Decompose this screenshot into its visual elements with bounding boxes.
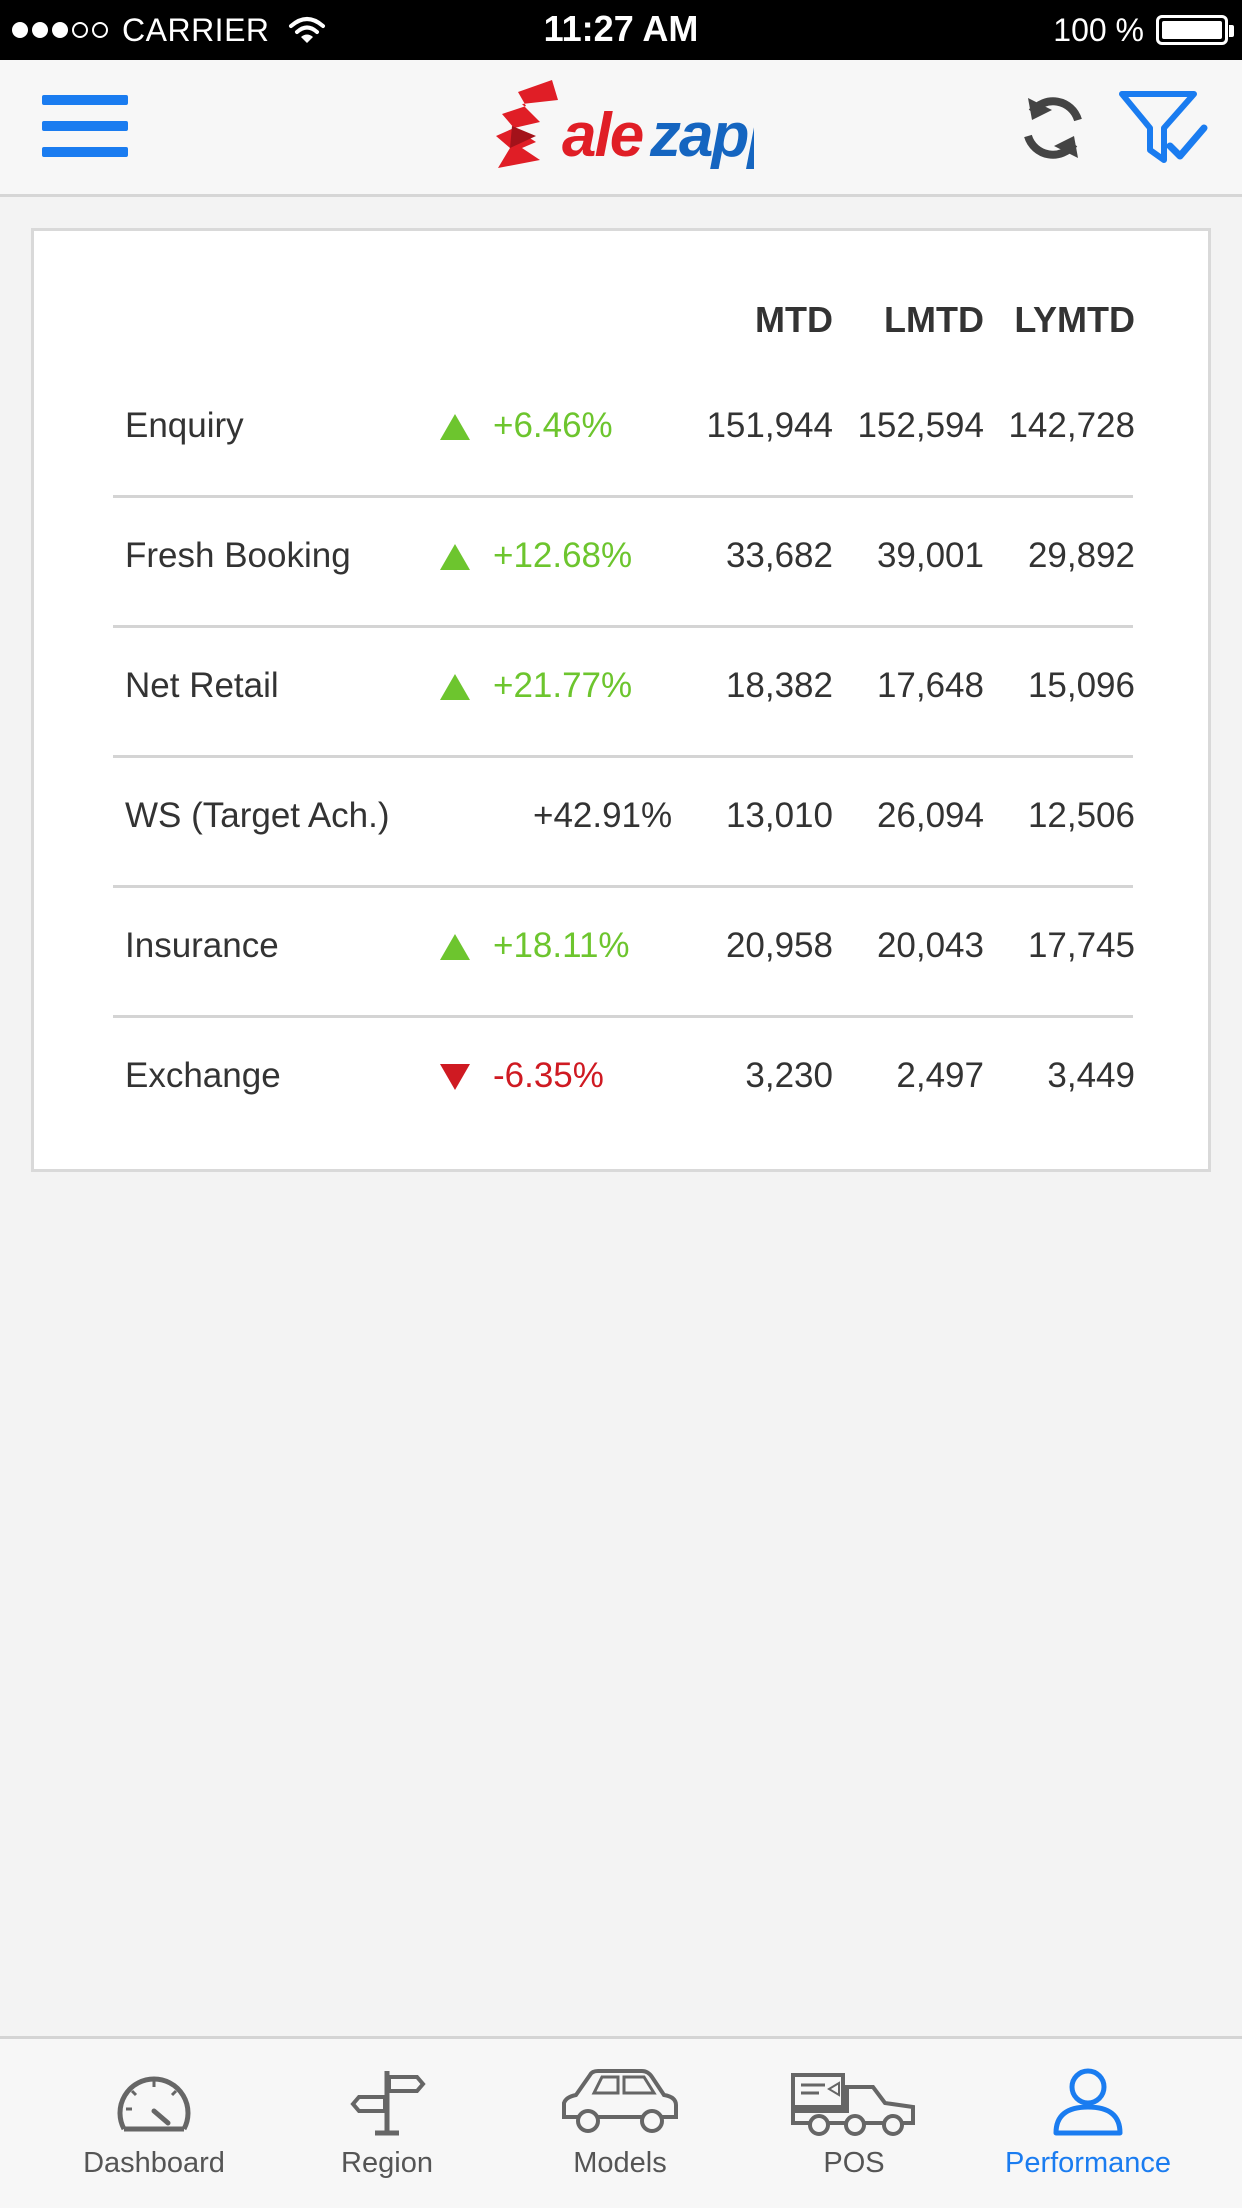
change-percent: +21.77% <box>493 666 633 705</box>
lmtd-value: 20,043 <box>876 926 984 965</box>
battery-percent: 100 % <box>1053 11 1144 48</box>
column-header-mtd: MTD <box>755 299 833 340</box>
lymtd-value: 142,728 <box>1008 406 1135 445</box>
tab-label: Models <box>573 2147 667 2179</box>
table-row: Fresh Booking +12.68% 33,682 39,001 29,8… <box>113 498 1135 628</box>
signpost-icon <box>350 2071 426 2136</box>
tab-label: Dashboard <box>83 2147 225 2179</box>
change-percent: +12.68% <box>493 536 633 575</box>
speedometer-icon <box>117 2076 191 2132</box>
tab-performance[interactable]: Performance <box>972 2039 1204 2208</box>
mtd-value: 33,682 <box>725 536 833 575</box>
change-percent: +42.91% <box>533 796 673 835</box>
tab-pos[interactable]: POS <box>738 2039 970 2208</box>
bottom-tab-bar: Dashboard Region Models POS <box>0 2036 1242 2208</box>
mtd-value: 3,230 <box>745 1056 833 1095</box>
tab-region[interactable]: Region <box>271 2039 503 2208</box>
row-label: Net Retail <box>125 666 279 705</box>
lymtd-value: 29,892 <box>1027 536 1135 575</box>
row-label: WS (Target Ach.) <box>125 796 390 835</box>
lymtd-value: 17,745 <box>1027 926 1135 965</box>
app-header: ale zapp <box>0 60 1242 197</box>
status-bar-left: CARRIER <box>12 10 326 50</box>
lymtd-value: 3,449 <box>1047 1056 1135 1095</box>
mtd-value: 13,010 <box>725 796 833 835</box>
status-bar: CARRIER 11:27 AM 100 % <box>0 0 1242 60</box>
svg-text:zapp: zapp <box>649 101 754 170</box>
lymtd-value: 15,096 <box>1027 666 1135 705</box>
trend-up-icon <box>440 674 470 700</box>
lmtd-value: 152,594 <box>857 406 984 445</box>
refresh-icon[interactable] <box>1018 90 1088 166</box>
status-bar-right: 100 % <box>1053 10 1234 50</box>
signal-strength-icon <box>12 22 108 38</box>
filter-check-icon[interactable] <box>1118 90 1208 164</box>
trend-down-icon <box>440 1064 470 1090</box>
tab-label: Performance <box>1004 2147 1171 2179</box>
row-label: Fresh Booking <box>125 536 351 575</box>
lmtd-value: 17,648 <box>876 666 984 705</box>
trend-up-icon <box>440 934 470 960</box>
lymtd-value: 12,506 <box>1027 796 1135 835</box>
mtd-value: 20,958 <box>725 926 833 965</box>
table-row: WS (Target Ach.) +42.91% 13,010 26,094 1… <box>113 758 1135 888</box>
column-header-lmtd: LMTD <box>884 299 984 340</box>
svg-text:ale: ale <box>562 101 643 170</box>
column-header-lymtd: LYMTD <box>1014 299 1135 340</box>
row-label: Exchange <box>125 1056 281 1095</box>
app-logo: ale zapp <box>492 78 785 178</box>
tab-models[interactable]: Models <box>504 2039 736 2208</box>
car-icon <box>562 2069 678 2133</box>
mtd-value: 151,944 <box>706 406 833 445</box>
lmtd-value: 26,094 <box>876 796 984 835</box>
battery-icon <box>1156 15 1234 45</box>
wifi-icon <box>288 15 326 45</box>
change-percent: -6.35% <box>493 1056 604 1095</box>
row-label: Enquiry <box>125 406 244 445</box>
change-percent: +18.11% <box>493 926 630 965</box>
trend-up-icon <box>440 544 470 570</box>
table-row: Enquiry +6.46% 151,944 152,594 142,728 <box>113 368 1135 498</box>
user-icon <box>1053 2068 1123 2136</box>
tab-dashboard[interactable]: Dashboard <box>38 2039 270 2208</box>
tab-label: Region <box>341 2147 433 2179</box>
status-time: 11:27 AM <box>543 8 699 49</box>
table-row: Insurance +18.11% 20,958 20,043 17,745 <box>113 888 1135 1018</box>
trend-up-icon <box>440 414 470 440</box>
table-row: Exchange -6.35% 3,230 2,497 3,449 <box>113 1018 1135 1148</box>
tab-label: POS <box>823 2147 885 2179</box>
carrier-name: CARRIER <box>122 11 270 48</box>
hamburger-icon[interactable] <box>42 95 128 157</box>
performance-card: MTD LMTD LYMTD Enquiry +6.46% 151,944 15… <box>31 228 1211 1172</box>
lmtd-value: 2,497 <box>896 1056 984 1095</box>
table-row: Net Retail +21.77% 18,382 17,648 15,096 <box>113 628 1135 758</box>
change-percent: +6.46% <box>493 406 613 445</box>
row-label: Insurance <box>125 926 279 965</box>
lmtd-value: 39,001 <box>876 536 984 575</box>
tow-truck-icon <box>791 2073 915 2136</box>
mtd-value: 18,382 <box>725 666 833 705</box>
